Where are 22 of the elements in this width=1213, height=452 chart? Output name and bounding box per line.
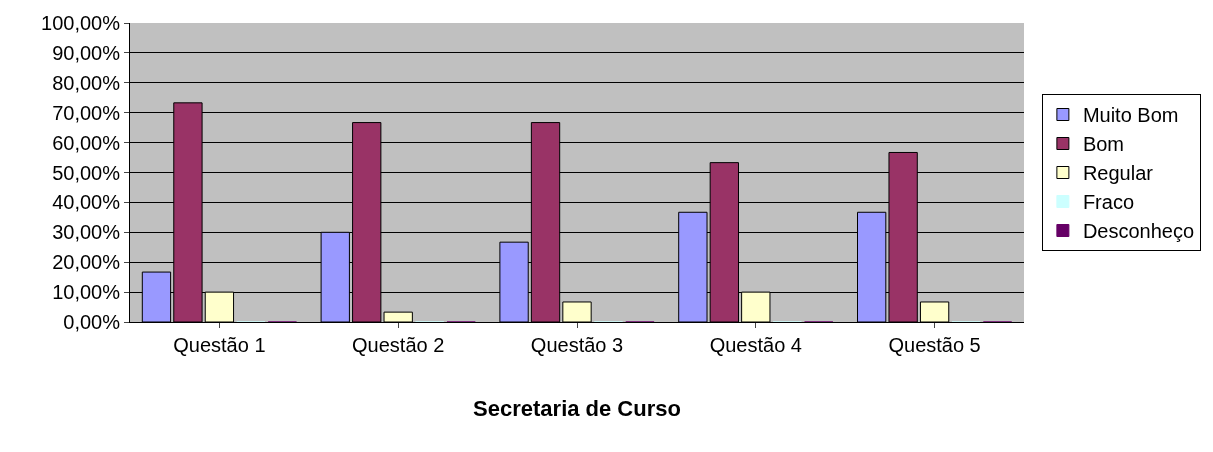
x-tick-label: Questão 5 bbox=[888, 334, 981, 356]
legend-label: Regular bbox=[1082, 162, 1154, 185]
y-tick-label: 30,00% bbox=[52, 221, 121, 244]
x-tick-label: Questão 3 bbox=[530, 334, 624, 356]
y-tick-label: 80,00% bbox=[52, 71, 121, 94]
y-tick-label: 40,00% bbox=[52, 191, 121, 214]
y-tick-label: 70,00% bbox=[52, 101, 121, 124]
y-tick-label: 10,00% bbox=[52, 281, 121, 304]
y-tick-label: 90,00% bbox=[52, 41, 121, 64]
legend-label: Fraco bbox=[1082, 191, 1135, 214]
x-tick-label: Questão 1 bbox=[173, 334, 266, 356]
legend-label: Muito Bom bbox=[1082, 104, 1179, 127]
legend-label: Desconheço bbox=[1082, 220, 1195, 243]
y-tick-label: 20,00% bbox=[52, 251, 121, 274]
x-tick-label: Questão 4 bbox=[709, 334, 802, 356]
y-tick-label: 0,00% bbox=[63, 311, 121, 333]
y-tick-label: 60,00% bbox=[52, 131, 121, 154]
x-tick-label: Questão 2 bbox=[352, 334, 445, 356]
y-tick-label: 50,00% bbox=[52, 161, 121, 184]
y-tick-label: 100,00% bbox=[41, 12, 121, 34]
legend-label: Bom bbox=[1082, 133, 1125, 156]
x-axis-title: Secretaria de Curso bbox=[473, 395, 681, 421]
